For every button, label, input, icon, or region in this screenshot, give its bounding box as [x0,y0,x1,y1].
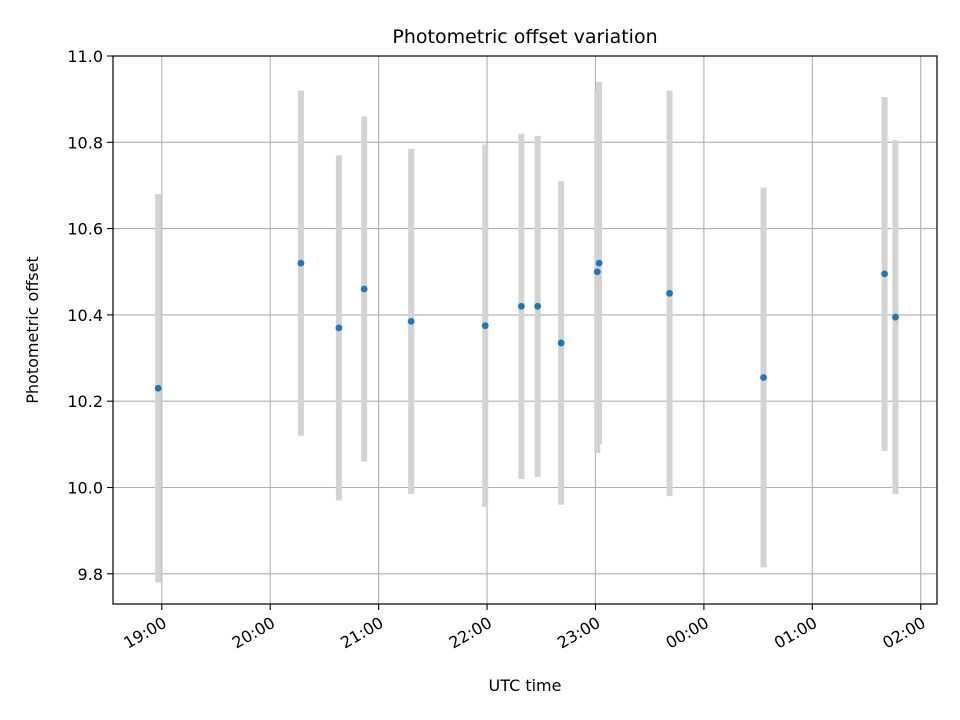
data-point [760,374,767,381]
y-tick-label: 9.8 [78,565,103,584]
chart-title: Photometric offset variation [392,26,657,48]
data-point [881,270,888,278]
data-point [481,322,489,330]
data-point [534,302,542,310]
data-point [892,313,899,321]
data-point [407,317,415,325]
y-axis-label: Photometric offset [23,256,42,404]
data-point [360,285,368,293]
plot-frame [112,55,938,605]
x-axis-label: UTC time [489,676,562,695]
data-point [593,268,601,276]
data-point [595,259,603,267]
data-point [666,289,673,297]
data-point [297,259,305,267]
data-point [335,324,343,332]
data-point [557,339,565,347]
y-axis-ticks: 9.8 10.0 10.2 10.4 10.6 10.8 11.0 [67,47,113,584]
y-tick-label: 10.8 [67,133,103,152]
data-point [517,302,525,310]
data-points [154,259,899,392]
y-tick-label: 10.6 [67,220,103,239]
y-tick-label: 10.0 [67,478,103,497]
data-point [154,384,162,392]
y-tick-label: 10.4 [67,306,103,325]
y-tick-label: 11.0 [67,47,103,66]
y-tick-label: 10.2 [67,392,103,411]
